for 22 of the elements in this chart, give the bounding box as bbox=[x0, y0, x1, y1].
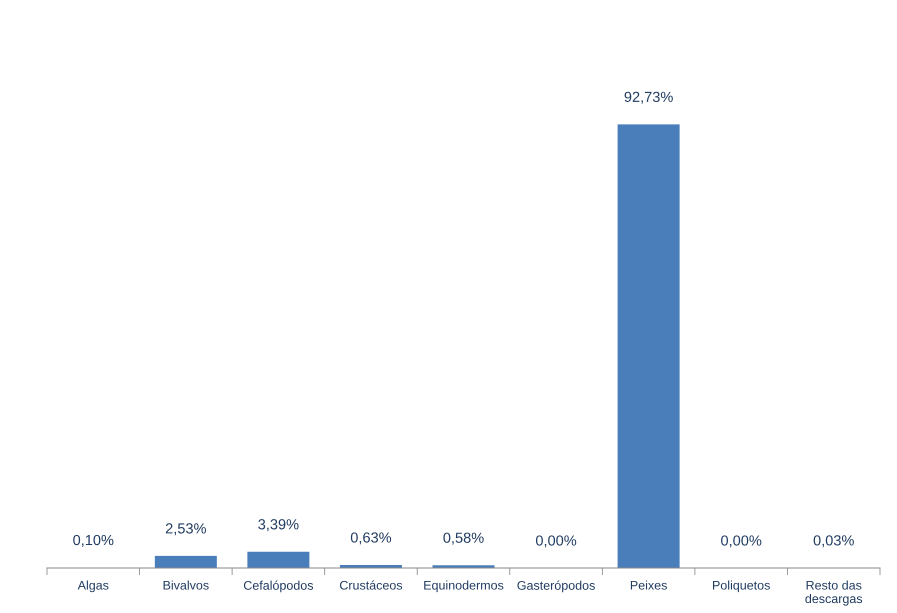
bar bbox=[432, 565, 495, 568]
bar bbox=[154, 556, 217, 568]
data-label: 0,00% bbox=[536, 535, 576, 548]
data-label: 0,63% bbox=[350, 532, 392, 544]
x-tick-label: Peixes bbox=[630, 580, 667, 590]
x-tick-label: Resto das descargas bbox=[805, 580, 862, 606]
data-label: 3,39% bbox=[258, 519, 299, 532]
data-label: 0,00% bbox=[721, 535, 762, 548]
data-label: 0,10% bbox=[73, 534, 114, 547]
data-label: 0,58% bbox=[443, 532, 484, 545]
bar bbox=[618, 124, 680, 568]
x-tick-label: Cefalópodos bbox=[244, 580, 314, 592]
x-tick-label: Algas bbox=[78, 580, 108, 592]
data-label: 0,03% bbox=[814, 535, 854, 548]
x-tick-label: Equinodermos bbox=[424, 580, 504, 592]
data-label: 2,53% bbox=[166, 523, 206, 536]
x-tick-label: Gasterópodos bbox=[517, 580, 595, 592]
x-tick-label: Crustáceos bbox=[340, 580, 402, 590]
x-tick-label: Bivalvos bbox=[164, 580, 209, 590]
bar bbox=[247, 552, 310, 568]
x-tick-label: Poliquetos bbox=[713, 580, 770, 592]
data-label: 92,73% bbox=[624, 92, 673, 104]
